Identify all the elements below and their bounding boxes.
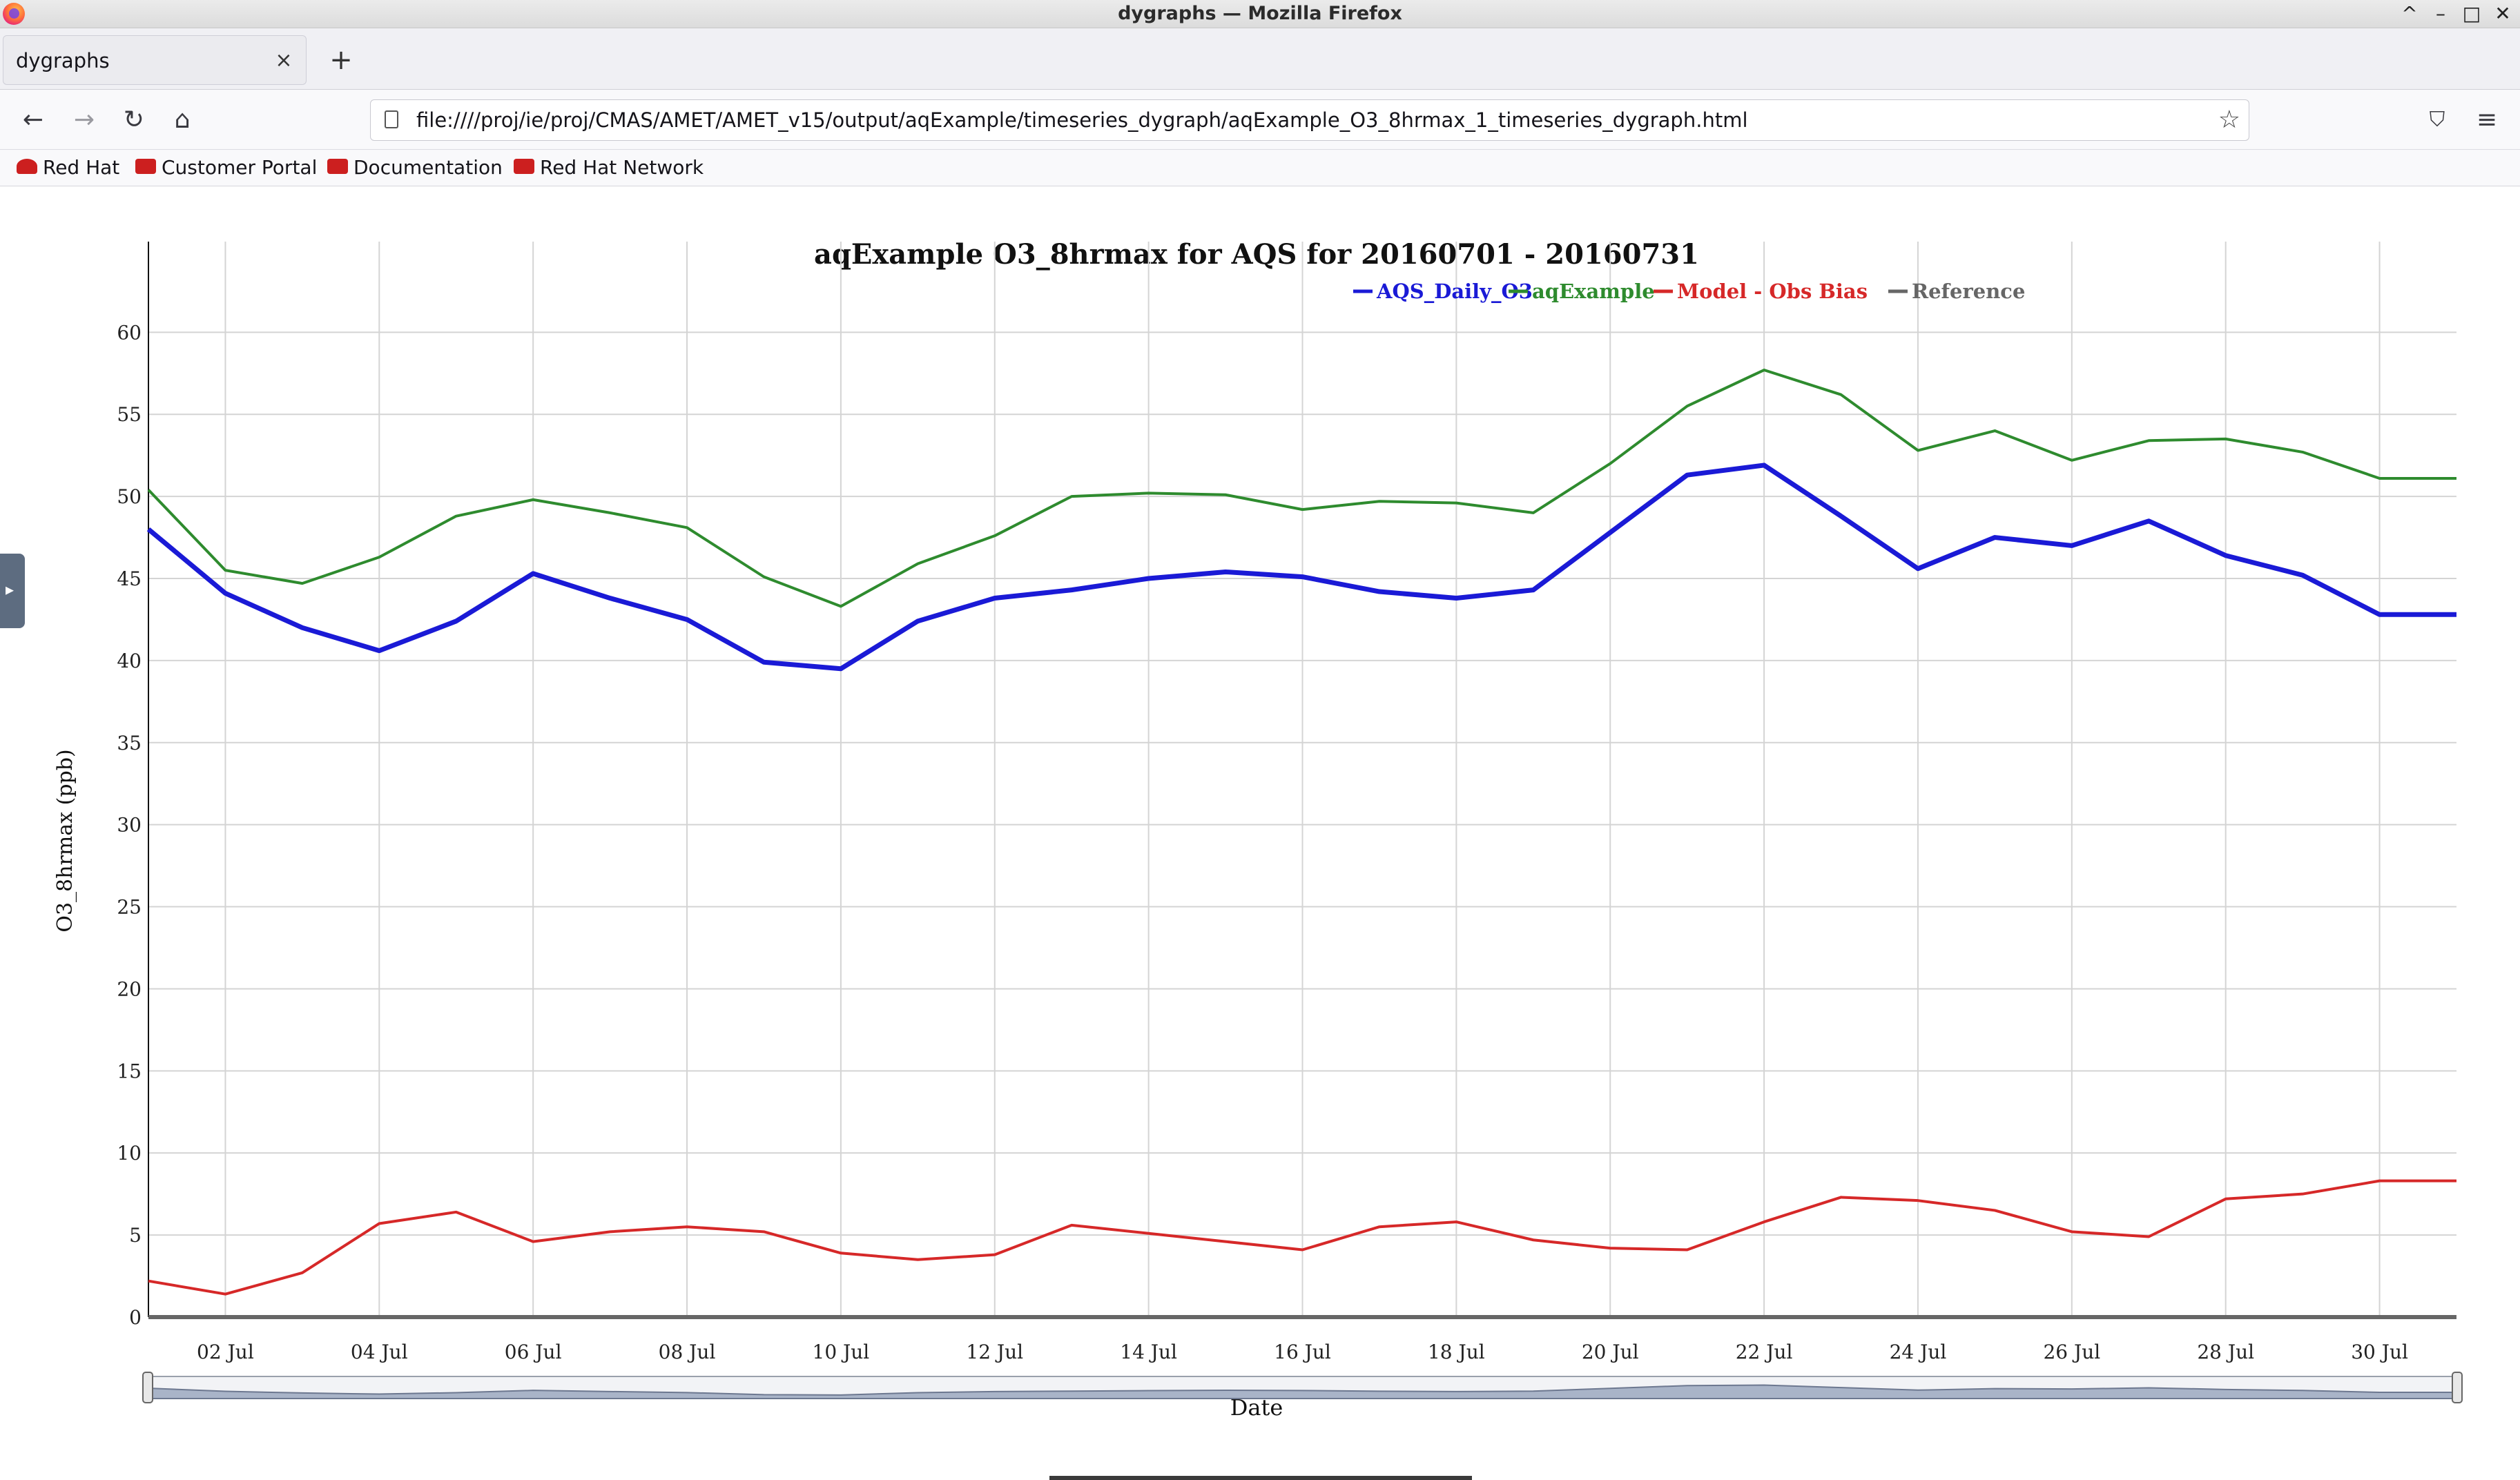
y-tick-label: 30 [117, 814, 142, 837]
firefox-logo-icon [3, 3, 25, 25]
tab-label: dygraphs [16, 49, 110, 72]
x-tick-label: 18 Jul [1428, 1341, 1485, 1363]
y-tick-label: 5 [129, 1224, 142, 1247]
y-axis-label: O3_8hrmax (ppb) [53, 749, 77, 932]
y-tick-label: 55 [117, 403, 142, 426]
series-line-aqexample [147, 369, 2456, 608]
chart-series [146, 369, 2456, 1319]
series-line-model-obs-bias [148, 1179, 2456, 1296]
close-tab-icon[interactable]: × [275, 48, 293, 72]
x-tick-label: 14 Jul [1120, 1341, 1177, 1363]
y-axis-ticks: 0 5 10 15 20 25 30 35 40 45 50 55 60 [117, 321, 142, 1329]
window-close-button[interactable]: ✕ [2494, 2, 2511, 25]
bookmark-customer-portal[interactable]: Customer Portal [135, 150, 317, 186]
legend-entry: aqExample [1532, 280, 1655, 303]
x-axis-ticks: 02 Jul 04 Jul 06 Jul 08 Jul 10 Jul 12 Jul 14 J… [197, 1341, 2408, 1363]
tab-dygraphs[interactable]: dygraphs × [3, 35, 307, 85]
home-button[interactable]: ⌂ [174, 106, 191, 134]
red-hat-icon [514, 159, 534, 174]
range-handle-left[interactable] [142, 1372, 153, 1403]
bookmark-star-icon[interactable]: ☆ [2218, 106, 2240, 134]
y-tick-label: 0 [129, 1306, 142, 1329]
x-tick-label: 06 Jul [505, 1341, 562, 1363]
pocket-icon[interactable]: ⛉ [2429, 108, 2445, 132]
y-tick-label: 45 [117, 567, 142, 590]
chart-grid [148, 242, 2456, 1318]
red-hat-icon [135, 159, 156, 174]
range-handle-right[interactable] [2452, 1372, 2463, 1403]
legend-entry: Model - Obs Bias [1677, 280, 1868, 303]
x-tick-label: 22 Jul [1736, 1341, 1793, 1363]
y-tick-label: 35 [117, 732, 142, 754]
page-icon [385, 110, 398, 128]
navigation-toolbar: ← → ↻ ⌂ file:////proj/ie/proj/CMAS/AMET/… [0, 90, 2520, 150]
x-tick-label: 08 Jul [659, 1341, 716, 1363]
scroll-indicator [1049, 1476, 1472, 1480]
y-tick-label: 50 [117, 485, 142, 508]
x-tick-label: 12 Jul [966, 1341, 1023, 1363]
y-tick-label: 20 [117, 977, 142, 1000]
x-tick-label: 10 Jul [813, 1341, 870, 1363]
y-tick-label: 25 [117, 896, 142, 919]
bookmark-documentation[interactable]: Documentation [327, 150, 503, 186]
red-hat-icon [17, 159, 37, 174]
window-maximize-button[interactable]: □ [2462, 2, 2481, 25]
legend-entry: Reference [1912, 280, 2025, 303]
window-titlebar: dygraphs — Mozilla Firefox ^ – □ ✕ [0, 0, 2520, 28]
bookmark-label: Customer Portal [162, 156, 318, 179]
bookmark-red-hat-network[interactable]: Red Hat Network [514, 150, 704, 186]
y-tick-label: 40 [117, 650, 142, 672]
y-tick-label: 60 [117, 321, 142, 344]
x-tick-label: 24 Jul [1890, 1341, 1947, 1363]
window-title: dygraphs — Mozilla Firefox [1118, 3, 1402, 24]
new-tab-button[interactable]: + [329, 44, 353, 76]
bookmark-label: Red Hat Network [540, 156, 704, 179]
bookmark-red-hat[interactable]: Red Hat [17, 150, 119, 186]
x-tick-label: 20 Jul [1582, 1341, 1639, 1363]
tab-strip: dygraphs × + [0, 28, 2520, 90]
forward-button[interactable]: → [73, 106, 95, 134]
back-button[interactable]: ← [22, 106, 44, 134]
x-tick-label: 28 Jul [2197, 1341, 2254, 1363]
window-restore-up-button[interactable]: ^ [2401, 2, 2418, 25]
x-tick-label: 16 Jul [1274, 1341, 1331, 1363]
window-minimize-button[interactable]: – [2436, 2, 2445, 25]
bookmark-label: Red Hat [43, 156, 120, 179]
url-text[interactable]: file:////proj/ie/proj/CMAS/AMET/AMET_v15… [416, 108, 1748, 132]
y-tick-label: 10 [117, 1142, 142, 1165]
x-tick-label: 26 Jul [2043, 1341, 2100, 1363]
range-selector[interactable] [142, 1372, 2463, 1403]
sidebar-toggle-handle[interactable]: ▸ [0, 554, 25, 628]
timeseries-chart: aqExample O3_8hrmax for AQS for 20160701… [53, 238, 2463, 1421]
chevron-right-icon: ▸ [6, 580, 14, 599]
chart-title: aqExample O3_8hrmax for AQS for 20160701… [814, 238, 1699, 271]
x-tick-label: 04 Jul [351, 1341, 408, 1363]
url-bar[interactable]: file:////proj/ie/proj/CMAS/AMET/AMET_v15… [370, 99, 2249, 141]
bookmark-label: Documentation [353, 156, 503, 179]
legend-entry: AQS_Daily_O3 [1376, 280, 1533, 303]
reload-button[interactable]: ↻ [123, 106, 145, 134]
x-tick-label: 02 Jul [197, 1341, 254, 1363]
chart-legend: AQS_Daily_O3 aqExample Model - Obs Bias Ref… [1353, 280, 2025, 303]
red-hat-icon [327, 159, 348, 174]
y-tick-label: 15 [117, 1060, 142, 1082]
series-line-aqs-daily-o3 [146, 463, 2456, 672]
range-selector-minichart [148, 1384, 2457, 1399]
x-tick-label: 30 Jul [2351, 1341, 2408, 1363]
app-menu-icon[interactable]: ≡ [2476, 106, 2498, 134]
bookmarks-toolbar: Red Hat Customer Portal Documentation Re… [0, 150, 2520, 186]
